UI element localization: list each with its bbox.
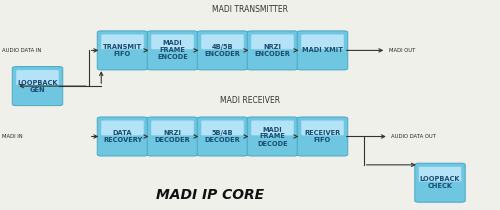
Text: AUDIO DATA OUT: AUDIO DATA OUT: [391, 134, 436, 139]
Text: DATA
RECOVERY: DATA RECOVERY: [103, 130, 142, 143]
Text: MADI IP CORE: MADI IP CORE: [156, 188, 264, 202]
FancyBboxPatch shape: [151, 121, 194, 135]
FancyBboxPatch shape: [101, 121, 144, 135]
FancyBboxPatch shape: [151, 34, 194, 49]
FancyBboxPatch shape: [201, 34, 244, 49]
FancyBboxPatch shape: [201, 121, 244, 135]
Text: MADI
FRAME
ENCODE: MADI FRAME ENCODE: [157, 40, 188, 60]
Text: 4B/5B
ENCODER: 4B/5B ENCODER: [204, 44, 240, 57]
FancyBboxPatch shape: [301, 34, 344, 49]
Text: RECEIVER
FIFO: RECEIVER FIFO: [304, 130, 340, 143]
FancyBboxPatch shape: [415, 163, 465, 202]
FancyBboxPatch shape: [97, 117, 148, 156]
FancyBboxPatch shape: [16, 70, 59, 85]
FancyBboxPatch shape: [248, 31, 298, 70]
Text: NRZI
ENCODER: NRZI ENCODER: [254, 44, 290, 57]
FancyBboxPatch shape: [101, 34, 144, 49]
Text: MADI IN: MADI IN: [2, 134, 23, 139]
FancyBboxPatch shape: [419, 167, 461, 181]
Text: MADI RECEIVER: MADI RECEIVER: [220, 96, 280, 105]
Text: NRZI
DECODER: NRZI DECODER: [154, 130, 190, 143]
Text: MADI TRANSMITTER: MADI TRANSMITTER: [212, 5, 288, 14]
FancyBboxPatch shape: [297, 117, 348, 156]
Text: LOOPBACK
GEN: LOOPBACK GEN: [17, 80, 58, 93]
Text: MADI
FRAME
DECODE: MADI FRAME DECODE: [257, 126, 288, 147]
FancyBboxPatch shape: [12, 67, 63, 106]
Text: LOOPBACK
CHECK: LOOPBACK CHECK: [420, 176, 460, 189]
FancyBboxPatch shape: [197, 117, 248, 156]
FancyBboxPatch shape: [248, 117, 298, 156]
FancyBboxPatch shape: [97, 31, 148, 70]
FancyBboxPatch shape: [147, 31, 198, 70]
FancyBboxPatch shape: [197, 31, 248, 70]
FancyBboxPatch shape: [252, 121, 294, 135]
Text: MADI OUT: MADI OUT: [389, 48, 415, 53]
Text: 5B/4B
DECODER: 5B/4B DECODER: [204, 130, 240, 143]
FancyBboxPatch shape: [301, 121, 344, 135]
Text: AUDIO DATA IN: AUDIO DATA IN: [2, 48, 42, 53]
FancyBboxPatch shape: [147, 117, 198, 156]
FancyBboxPatch shape: [297, 31, 348, 70]
FancyBboxPatch shape: [252, 34, 294, 49]
Text: TRANSMIT
FIFO: TRANSMIT FIFO: [103, 44, 142, 57]
Text: MADI XMIT: MADI XMIT: [302, 47, 343, 53]
